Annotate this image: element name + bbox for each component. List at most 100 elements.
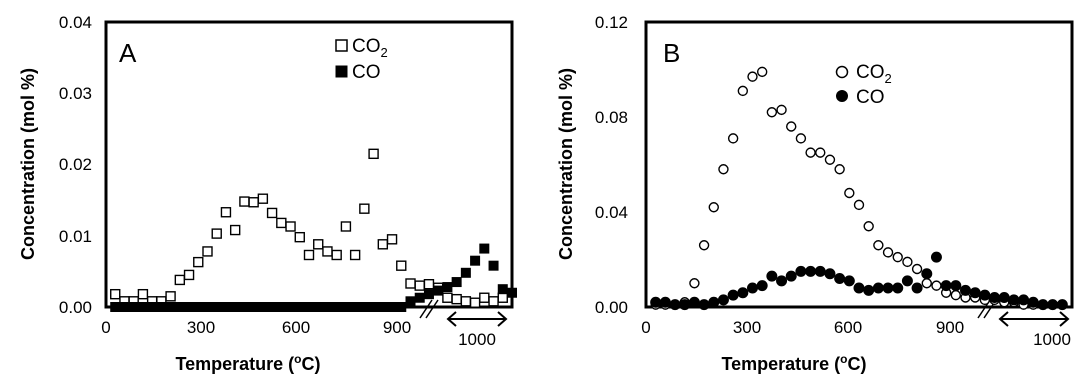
data-point-co2 [137,288,149,300]
data-point-co2 [766,107,778,118]
data-point-co2 [386,234,398,245]
data-point-co [795,265,807,277]
data-point-co [257,302,268,312]
data-point-co2 [488,296,499,307]
data-point-co [1037,299,1049,311]
data-point-co2 [824,154,836,165]
data-point-co2 [931,280,942,291]
data-point-co2 [479,292,490,303]
data-point-co2 [110,288,121,300]
data-point-co2 [727,133,739,144]
data-point-co [304,302,314,312]
y-tick-label: 0.04 [59,13,92,32]
data-point-co [119,302,130,312]
legend: CO2 CO [835,62,892,108]
data-point-co2 [708,202,719,213]
y-tick-label: 0.02 [59,155,92,174]
chart-panel-b: B Concentration (mol %) Temperature (oC)… [556,13,1074,374]
data-point-co2 [698,240,710,251]
data-point-co [368,302,379,312]
data-point-co [497,284,508,295]
y-axis-label: Concentration (mol %) [556,68,576,260]
data-point-co [766,270,778,282]
data-point-co [202,302,213,312]
axis-break-marker [419,299,439,319]
data-point-co2 [377,239,389,250]
data-point-co [747,282,758,294]
x-tick-label: 600 [834,318,862,337]
data-point-co [921,268,933,280]
data-point-co [824,268,836,280]
data-point-co [717,294,729,306]
data-point-co [1027,296,1039,308]
data-point-co [396,302,407,312]
legend: CO2 CO [335,36,388,83]
data-point-co [460,267,471,278]
data-point-co2 [882,247,894,258]
data-point-co2 [340,221,352,232]
data-point-co [814,265,826,277]
data-point-co [294,302,305,312]
data-point-co [659,296,671,308]
x-axis-label-sup: o [840,352,847,366]
data-point-co [979,289,991,301]
data-point-co2 [285,221,296,232]
data-point-co [359,302,370,312]
x-tick-label: 900 [936,318,964,337]
data-point-co2 [349,249,361,261]
data-point-co2 [368,148,379,160]
data-point-co2 [313,239,324,250]
x-tick-label: 0 [101,318,110,337]
data-point-co [211,302,222,312]
data-point-co2 [718,164,729,175]
data-point-co [998,292,1010,303]
data-point-co2 [322,246,333,257]
y-axis-label: Concentration (mol %) [18,68,38,260]
data-point-co2 [921,278,932,289]
x-axis-label: Temperature (oC) [175,352,320,374]
data-point-co [479,243,490,254]
x-axis-label-main: Temperature ( [175,354,294,374]
data-point-co2 [786,121,797,132]
data-point-co2 [795,133,807,144]
data-point-co [737,287,749,299]
data-point-co [488,260,499,271]
data-point-co [451,277,462,288]
data-point-co [669,299,681,311]
data-point-co [688,296,700,308]
data-point-co [805,265,817,277]
data-marks [110,148,517,312]
data-point-co2 [248,197,259,208]
data-point-co2 [950,289,962,301]
data-point-co [331,302,342,312]
data-point-co [901,275,913,287]
data-point-co [230,302,241,312]
data-point-co2 [747,71,758,82]
y-tick-label: 0.03 [59,84,92,103]
data-point-co [433,285,444,296]
legend-marker-co2 [335,39,348,52]
data-point-co2 [294,231,305,243]
legend-label-co2-sub: 2 [381,45,388,60]
data-point-co [834,273,846,284]
chart-panel-a: A Concentration (mol %) Temperature (oC)… [18,13,517,374]
y-tick-labels: 0.00 0.01 0.02 0.03 0.04 [59,13,92,317]
data-point-co [128,302,139,312]
data-point-co2 [805,147,816,158]
data-point-co [785,270,797,282]
data-point-co2 [892,251,903,263]
data-point-co [285,302,296,312]
data-point-co [193,302,204,312]
data-point-co [853,282,865,294]
x-axis-label-main: Temperature ( [721,354,840,374]
legend-label-co2-sub: 2 [885,71,892,86]
data-point-co [911,282,923,294]
data-point-co2 [266,207,278,219]
data-point-co2 [220,207,232,218]
x-tick-labels: 0 300 600 900 [101,318,411,337]
data-point-co [776,275,788,287]
data-point-co2 [303,249,315,261]
data-point-co [679,299,691,311]
legend-label-co2: CO2 [856,62,892,86]
panel-label: B [663,38,680,68]
